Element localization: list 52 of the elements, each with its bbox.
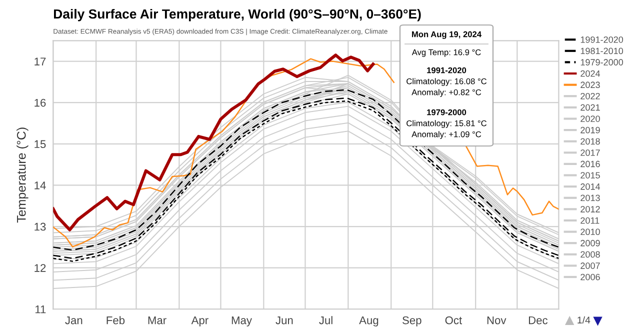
x-tick-label: Feb bbox=[106, 316, 125, 324]
y-tick-label: 16 bbox=[34, 98, 46, 107]
legend-label: 2016 bbox=[580, 160, 600, 168]
x-tick-label: Jan bbox=[65, 316, 82, 324]
y-tick-label: 11 bbox=[35, 306, 46, 314]
legend-label: 1979-2000 bbox=[580, 59, 624, 66]
legend-label: 2015 bbox=[580, 172, 600, 178]
annotation: Anomaly: +1.09 °C bbox=[412, 131, 482, 139]
legend-label: 2021 bbox=[580, 104, 600, 111]
annotation: 1979-2000 bbox=[427, 109, 466, 116]
legend-label: 2006 bbox=[580, 274, 600, 280]
y-tick-label: 15 bbox=[34, 140, 46, 148]
legend-label: 2009 bbox=[580, 240, 600, 246]
text: Mon Aug 19, 2024 bbox=[412, 31, 482, 39]
legend-label: 2012 bbox=[580, 206, 600, 212]
legend-label: 2018 bbox=[580, 138, 600, 145]
y-tick-label: 12 bbox=[34, 264, 46, 272]
annotation: Climatology: 16.08 °C bbox=[406, 78, 487, 86]
x-tick-label: Nov bbox=[487, 316, 506, 324]
legend-label: 2014 bbox=[580, 183, 600, 190]
legend-label: 2017 bbox=[580, 149, 600, 156]
y-tick-label: 13 bbox=[34, 222, 46, 231]
legend-label: 2013 bbox=[580, 194, 600, 202]
annotation: Anomaly: +0.82 °C bbox=[412, 89, 482, 97]
legend-label: 2019 bbox=[580, 126, 600, 134]
legend-label: 1991-2020 bbox=[580, 36, 624, 43]
annotation: 1991-2020 bbox=[427, 67, 466, 74]
y-axis-title: Temperature (°C) bbox=[16, 128, 28, 223]
legend-label: 2020 bbox=[580, 116, 600, 122]
x-tick-label: May bbox=[232, 316, 252, 326]
x-tick-label: Oct bbox=[445, 316, 462, 324]
x-tick-label: Mar bbox=[148, 316, 166, 324]
legend-label: 1981-2010 bbox=[580, 48, 624, 54]
text: 1/4 bbox=[578, 316, 590, 324]
x-tick-label: Jul bbox=[319, 316, 332, 324]
legend-label: 2022 bbox=[580, 92, 600, 100]
annotation: Climatology: 15.81 °C bbox=[406, 120, 487, 128]
x-tick-label: Jun bbox=[276, 316, 293, 324]
x-tick-label: Sep bbox=[402, 316, 422, 326]
legend-label: 2024 bbox=[580, 70, 600, 77]
chart-title: Daily Surface Air Temperature, World (90°S–90°N, 0–360°E) bbox=[54, 8, 421, 22]
y-tick-label: 14 bbox=[34, 182, 46, 190]
legend-label: 2023 bbox=[580, 82, 600, 88]
x-tick-label: Aug bbox=[359, 316, 378, 326]
legend-label: 2008 bbox=[580, 251, 600, 258]
legend-label: 2011 bbox=[580, 217, 600, 224]
legend-label: 2010 bbox=[580, 228, 600, 236]
y-tick-label: 17 bbox=[34, 58, 46, 66]
x-tick-label: Apr bbox=[191, 316, 208, 326]
annotation: Avg Temp: 16.9 °C bbox=[412, 49, 481, 57]
legend-label: 2007 bbox=[580, 262, 600, 269]
x-tick-label: Dec bbox=[528, 316, 548, 324]
